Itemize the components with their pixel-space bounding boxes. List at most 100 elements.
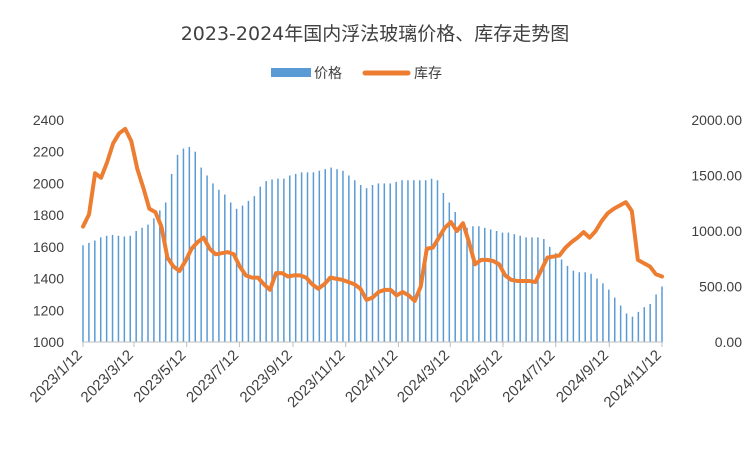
price-bar [661,286,663,342]
legend-label-price: 价格 [314,66,342,82]
price-bar [99,237,102,342]
price-bar [631,316,634,342]
y-right-tick-label: 2000.00 [691,112,742,128]
price-bar [478,226,480,342]
price-bar [554,253,557,342]
price-bar [407,180,409,342]
x-tick-label: 2024/1/12 [342,347,401,406]
y-right-tick-label: 500.00 [699,279,742,295]
price-bars [82,146,663,342]
price-bar [460,223,462,342]
price-bar [324,169,326,342]
price-bar [348,175,350,342]
price-bar [330,167,332,342]
price-bar [365,188,368,342]
price-bar [105,235,108,342]
x-tick-label: 2023/7/12 [183,347,242,406]
legend-swatch-price [271,68,311,77]
price-bar [247,200,250,342]
price-bar [608,289,610,342]
price-bar [578,272,581,342]
price-bar [625,313,628,342]
price-bar [454,211,456,342]
price-bar [525,237,527,342]
price-bar [395,181,397,342]
price-bar [472,226,474,342]
price-bar [413,180,415,342]
price-bar [200,167,202,342]
x-tick-label: 2024/11/12 [601,347,665,411]
price-bar [147,224,149,342]
price-bar [164,202,167,342]
price-bar [442,192,445,342]
x-tick-label: 2023/1/12 [27,347,86,406]
y-left-tick-label: 2200 [33,144,64,160]
price-bar [224,194,226,342]
price-bar [519,235,521,342]
price-bar [312,172,315,342]
y-left-axis: 1000 1200 1400 1600 1800 2000 2200 2400 [33,112,64,350]
price-bar [117,235,120,342]
price-bar [466,227,468,342]
x-tick-label: 2024/3/12 [394,347,453,406]
price-bar [336,169,338,342]
price-bar [159,210,161,342]
price-bar [513,234,516,342]
x-tick-label: 2023/3/12 [78,347,137,406]
price-bar [489,229,492,342]
price-bar [359,185,362,342]
price-bar [271,179,273,342]
price-bar [584,272,586,342]
price-bar [371,185,374,342]
y-left-tick-label: 2000 [33,175,64,191]
price-bar [111,234,114,342]
price-bar [383,183,386,342]
price-bar [94,240,96,342]
price-bar [649,303,651,342]
price-bar [176,154,179,342]
price-bar [229,202,232,342]
x-tick-label: 2023/5/12 [130,347,189,406]
price-bar [235,208,238,342]
price-bar [129,235,132,342]
price-bar [613,297,616,342]
y-left-tick-label: 2400 [33,112,64,128]
price-bar [259,186,261,342]
price-bar [318,170,321,342]
price-bar [537,237,539,342]
inventory-line [81,126,664,303]
price-bar [300,172,303,342]
price-bar [430,178,433,342]
price-bar [572,270,575,342]
chart-title: 2023-2024年国内浮法玻璃价格、库存走势图 [181,23,570,45]
price-bar [170,173,173,342]
price-bar [401,180,403,342]
price-bar [448,202,451,342]
price-bar [602,283,604,342]
price-bar [188,146,191,342]
price-bar [182,148,185,342]
price-bar [389,183,391,342]
price-bar [619,305,622,342]
price-bar [212,183,214,342]
price-bar [306,172,309,342]
x-tick-label: 2024/5/12 [447,347,506,406]
price-bar [135,231,137,342]
y-left-tick-label: 1600 [33,239,64,255]
x-tick-label: 2023/11/12 [284,347,348,411]
price-bar [289,175,291,342]
price-bar [354,180,356,342]
price-bar [82,245,84,342]
y-left-tick-label: 1000 [33,334,64,350]
price-bar [253,196,256,342]
price-bar [419,180,421,342]
y-right-axis: 0.00 500.00 1000.00 1500.00 2000.00 [691,112,742,350]
legend-label-inventory: 库存 [414,66,442,82]
price-bar [283,178,285,342]
y-left-tick-label: 1400 [33,271,64,287]
price-bar [206,175,208,342]
price-bar [507,232,510,342]
price-bar [88,242,90,342]
